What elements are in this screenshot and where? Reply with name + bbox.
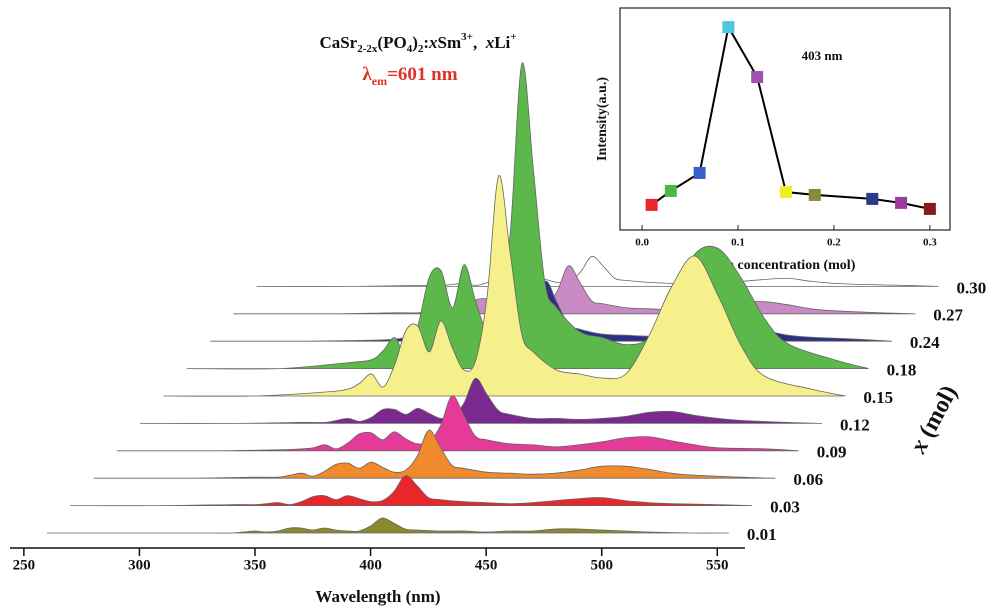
inset-annotation: 403 nm (802, 48, 843, 63)
title-part: (PO (377, 33, 406, 52)
series-label: 0.18 (887, 361, 917, 380)
inset-marker (808, 188, 821, 201)
x-axis-title: Wavelength (nm) (315, 587, 440, 606)
spectrum (163, 175, 846, 397)
chart-title: CaSr2-2x(PO4)2:xSm3+, xLi+ (319, 31, 516, 55)
inset-marker (923, 202, 936, 215)
inset-x-tick-label: 0.2 (827, 237, 841, 249)
x-tick-label: 250 (13, 557, 36, 573)
depth-title-part: (mol) (911, 381, 962, 447)
series-label: 0.27 (933, 306, 963, 325)
title-part: 3+ (461, 31, 473, 43)
series-label: 0.03 (770, 498, 800, 517)
title-part: Li (494, 33, 510, 52)
inset-marker (664, 184, 677, 197)
title-part: CaSr (319, 33, 357, 52)
inset-marker (866, 192, 879, 205)
series-label: 0.30 (957, 278, 987, 297)
spectrum (140, 377, 823, 424)
inset-marker (645, 198, 658, 211)
series-label: 0.12 (840, 415, 870, 434)
x-tick-label: 300 (128, 557, 151, 573)
subtitle: λem=601 nm (362, 64, 457, 87)
title-part: + (510, 31, 516, 43)
depth-axis-title: x (mol) (905, 381, 963, 458)
subtitle-part: em (372, 74, 387, 88)
title-part: x (485, 33, 495, 52)
inset-marker (779, 186, 792, 199)
inset-x-tick-label: 0.1 (731, 237, 745, 249)
spectrum (70, 475, 753, 507)
inset-marker (751, 71, 764, 84)
x-tick-label: 550 (706, 557, 729, 573)
series-label: 0.01 (747, 525, 777, 544)
inset-x-tick-label: 0.3 (923, 237, 937, 249)
title-part: : (423, 33, 429, 52)
subtitle-part: λ (362, 64, 372, 85)
series-label: 0.15 (863, 388, 893, 407)
title-part: x (428, 33, 438, 52)
x-tick-label: 400 (359, 557, 382, 573)
inset-x-tick-label: 0.0 (635, 237, 649, 249)
inset-x-axis-title: Sm concentration (mol) (715, 258, 856, 273)
series-label: 0.06 (793, 470, 823, 489)
x-tick-label: 500 (590, 557, 613, 573)
spectrum (46, 517, 729, 534)
spectrum (116, 395, 799, 452)
inset-marker (722, 21, 735, 34)
title-part: , (473, 33, 486, 52)
inset-marker (693, 166, 706, 179)
inset-marker (895, 196, 908, 209)
title-part: 2-2x (357, 43, 378, 55)
title-part: Sm (438, 33, 462, 52)
inset-line (651, 24, 931, 210)
subtitle-part: =601 nm (387, 64, 458, 85)
inset-y-axis-title: Intensity(a.u.) (595, 77, 610, 161)
x-tick-label: 350 (244, 557, 267, 573)
title-part: 4 (407, 43, 413, 55)
series-label: 0.09 (817, 443, 847, 462)
spectrum (93, 429, 776, 479)
series-label: 0.24 (910, 333, 940, 352)
title-part: 2 (418, 43, 424, 55)
title-part: ) (412, 33, 418, 52)
x-tick-label: 450 (475, 557, 498, 573)
